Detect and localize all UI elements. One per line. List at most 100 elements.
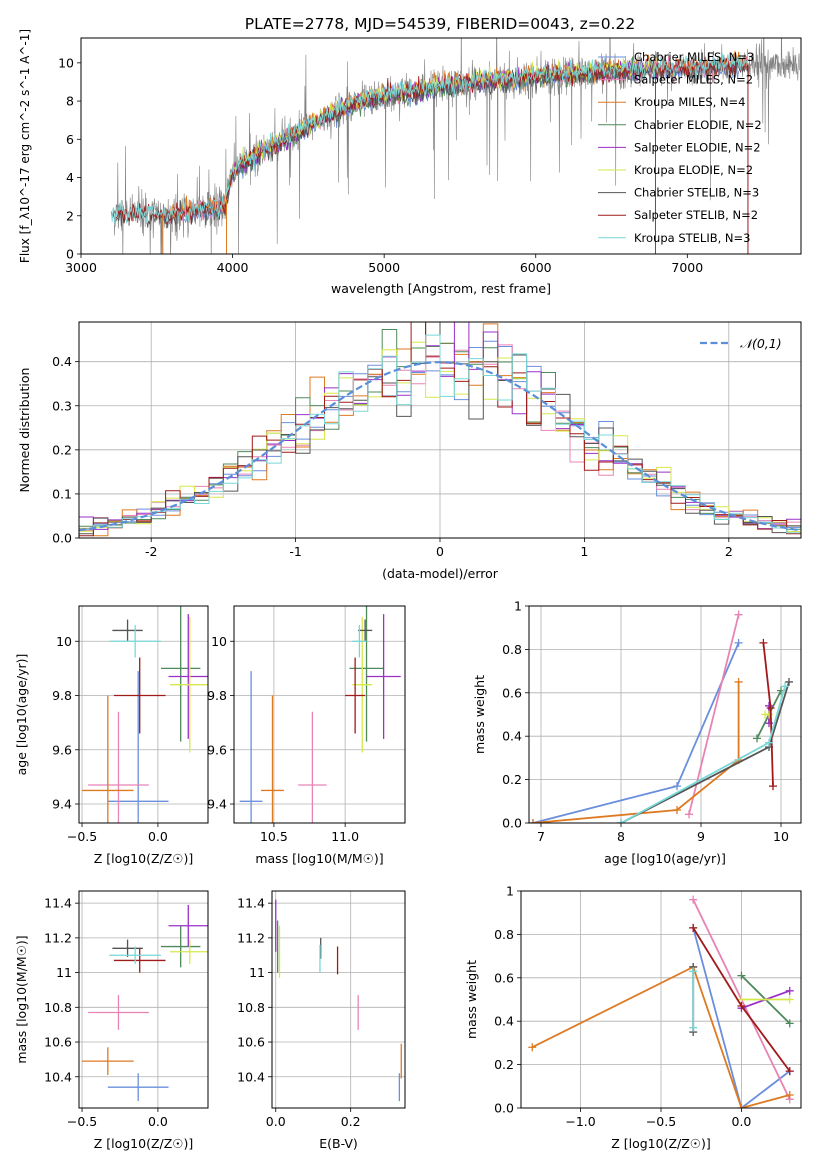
y-tick-label: 11.2	[237, 930, 265, 945]
weight-marker	[753, 734, 761, 743]
y-tick-label: 0.2	[52, 442, 72, 457]
weight-series-salpeter_stelib	[689, 923, 794, 1076]
weight-marker	[689, 967, 698, 976]
weight-marker	[689, 923, 698, 932]
weight-marker	[781, 682, 789, 691]
axes-age_vs_Z: −0.5 0.0 9.4 9.6 9.8 10	[52, 606, 208, 844]
weight-marker	[759, 638, 768, 647]
x-tick-label: 0.0	[266, 1114, 286, 1129]
weight-marker	[673, 782, 681, 791]
y-axis-label: Normed distribution	[17, 368, 32, 493]
x-tick-label: 4000	[217, 260, 249, 275]
x-axis-label: age [log10(age/yr)]	[604, 851, 726, 866]
y-tick-label: 0.8	[502, 642, 522, 657]
y-tick-label: 4	[66, 170, 74, 185]
line-plot-weight_vs_age	[529, 610, 793, 823]
normal-curve	[79, 360, 801, 532]
x-tick-label: -1	[289, 544, 301, 559]
x-axis-label: Z [log10(Z/Z☉)]	[611, 1136, 711, 1151]
y-tick-label: 9.4	[52, 797, 72, 812]
weight-series-salpeter_stelib	[759, 638, 777, 791]
legend-label-chabrier_miles: Chabrier MILES, N=3	[634, 50, 754, 64]
frame-spectrum	[80, 37, 802, 255]
x-tick-label: −0.5	[67, 829, 97, 844]
y-tick-label: 10	[58, 55, 74, 70]
y-tick-label: 0.3	[52, 398, 72, 413]
histogram-kroupa_stelib	[79, 334, 801, 534]
errorbar-salpeter_miles	[298, 711, 327, 823]
weight-marker	[785, 1019, 794, 1028]
y-tick-label: 10.4	[237, 1069, 265, 1084]
y-tick-label: 0.0	[502, 816, 522, 831]
x-tick-label: 0.0	[148, 829, 168, 844]
errorbar-chabrier_stelib	[357, 619, 373, 642]
y-tick-label: 0	[66, 247, 74, 262]
y-tick-label: 0.0	[52, 531, 72, 546]
y-tick-label: 0.4	[502, 729, 522, 744]
errorbar-plot-age_vs_mass	[239, 606, 401, 823]
errorbar-plot-age_vs_Z	[82, 606, 208, 823]
y-tick-label: 10.4	[44, 1069, 72, 1084]
legend-label-salpeter_stelib: Salpeter STELIB, N=2	[634, 208, 758, 222]
weight-marker	[765, 738, 773, 747]
x-tick-label: 7	[537, 829, 545, 844]
errorbar-salpeter_miles	[88, 711, 149, 823]
weight-marker	[673, 805, 681, 814]
weight-marker	[617, 819, 625, 823]
weight-marker	[734, 610, 743, 619]
weight-marker	[734, 638, 743, 647]
errorbar-chabrier_elodie	[160, 606, 201, 742]
figure-title: PLATE=2778, MJD=54539, FIBERID=0043, z=0…	[245, 15, 635, 33]
axes-weight_vs_age: 7 8 9 10 0.0 0.2 0.4 0.6 0.8 1	[502, 599, 801, 844]
frame-age_vs_Z	[78, 605, 209, 824]
x-tick-label: 0	[436, 544, 444, 559]
y-tick-label: 10.6	[44, 1035, 72, 1050]
y-tick-label: 10.6	[237, 1035, 265, 1050]
frame-age_vs_mass	[233, 605, 406, 824]
x-axis-label: (data-model)/error	[382, 566, 499, 581]
model-spectrum-kroupa_stelib	[110, 52, 749, 225]
y-tick-label: 6	[66, 132, 74, 147]
x-tick-label: 0.0	[148, 1114, 168, 1129]
line-plot-weight_vs_Z	[528, 895, 794, 1108]
weight-series-kroupa_elodie	[737, 995, 794, 1004]
y-tick-label: 0.2	[502, 772, 522, 787]
errorbar-kroupa_miles	[261, 695, 284, 823]
legend-label-kroupa_stelib: Kroupa STELIB, N=3	[634, 231, 751, 245]
y-tick-label: 9.8	[52, 688, 72, 703]
errorbar-kroupa_miles	[82, 695, 134, 823]
errorbar-salpeter_miles	[88, 995, 149, 1030]
legend-label-chabrier_stelib: Chabrier STELIB, N=3	[634, 186, 759, 200]
x-tick-label: 6000	[520, 260, 552, 275]
errorbar-chabrier_miles	[107, 1073, 169, 1102]
x-tick-label: -2	[145, 544, 157, 559]
x-tick-label: −1.0	[565, 1114, 595, 1129]
x-tick-label: 10	[773, 829, 789, 844]
y-tick-label: 10	[211, 634, 227, 649]
y-tick-label: 10.8	[44, 1000, 72, 1015]
y-axis-label: mass weight	[464, 960, 479, 1039]
errorbar-salpeter_elodie	[168, 614, 208, 739]
errorbar-chabrier_stelib	[112, 939, 143, 957]
legend-label-kroupa_miles: Kroupa MILES, N=4	[634, 95, 746, 109]
weight-marker	[689, 895, 698, 904]
weight-marker	[529, 819, 537, 823]
errorbar-kroupa_stelib	[109, 946, 161, 964]
axes-spectrum: 3000 4000 5000 6000 7000 0 2 4 6 8 10	[58, 55, 703, 275]
y-tick-label: 9.4	[207, 797, 227, 812]
x-axis-label: wavelength [Angstrom, rest frame]	[331, 281, 551, 296]
y-tick-label: 0.8	[494, 927, 514, 942]
y-tick-label: 2	[66, 208, 74, 223]
y-tick-label: 0.0	[494, 1101, 514, 1116]
x-tick-label: 3000	[65, 260, 97, 275]
y-tick-label: 0.4	[52, 354, 72, 369]
errorbar-salpeter_elodie	[168, 904, 208, 947]
weight-marker	[769, 782, 777, 791]
y-tick-label: 9.6	[207, 742, 227, 757]
frame-weight_vs_age	[528, 605, 802, 824]
frame-residuals	[78, 321, 802, 539]
weight-marker	[785, 995, 794, 1004]
